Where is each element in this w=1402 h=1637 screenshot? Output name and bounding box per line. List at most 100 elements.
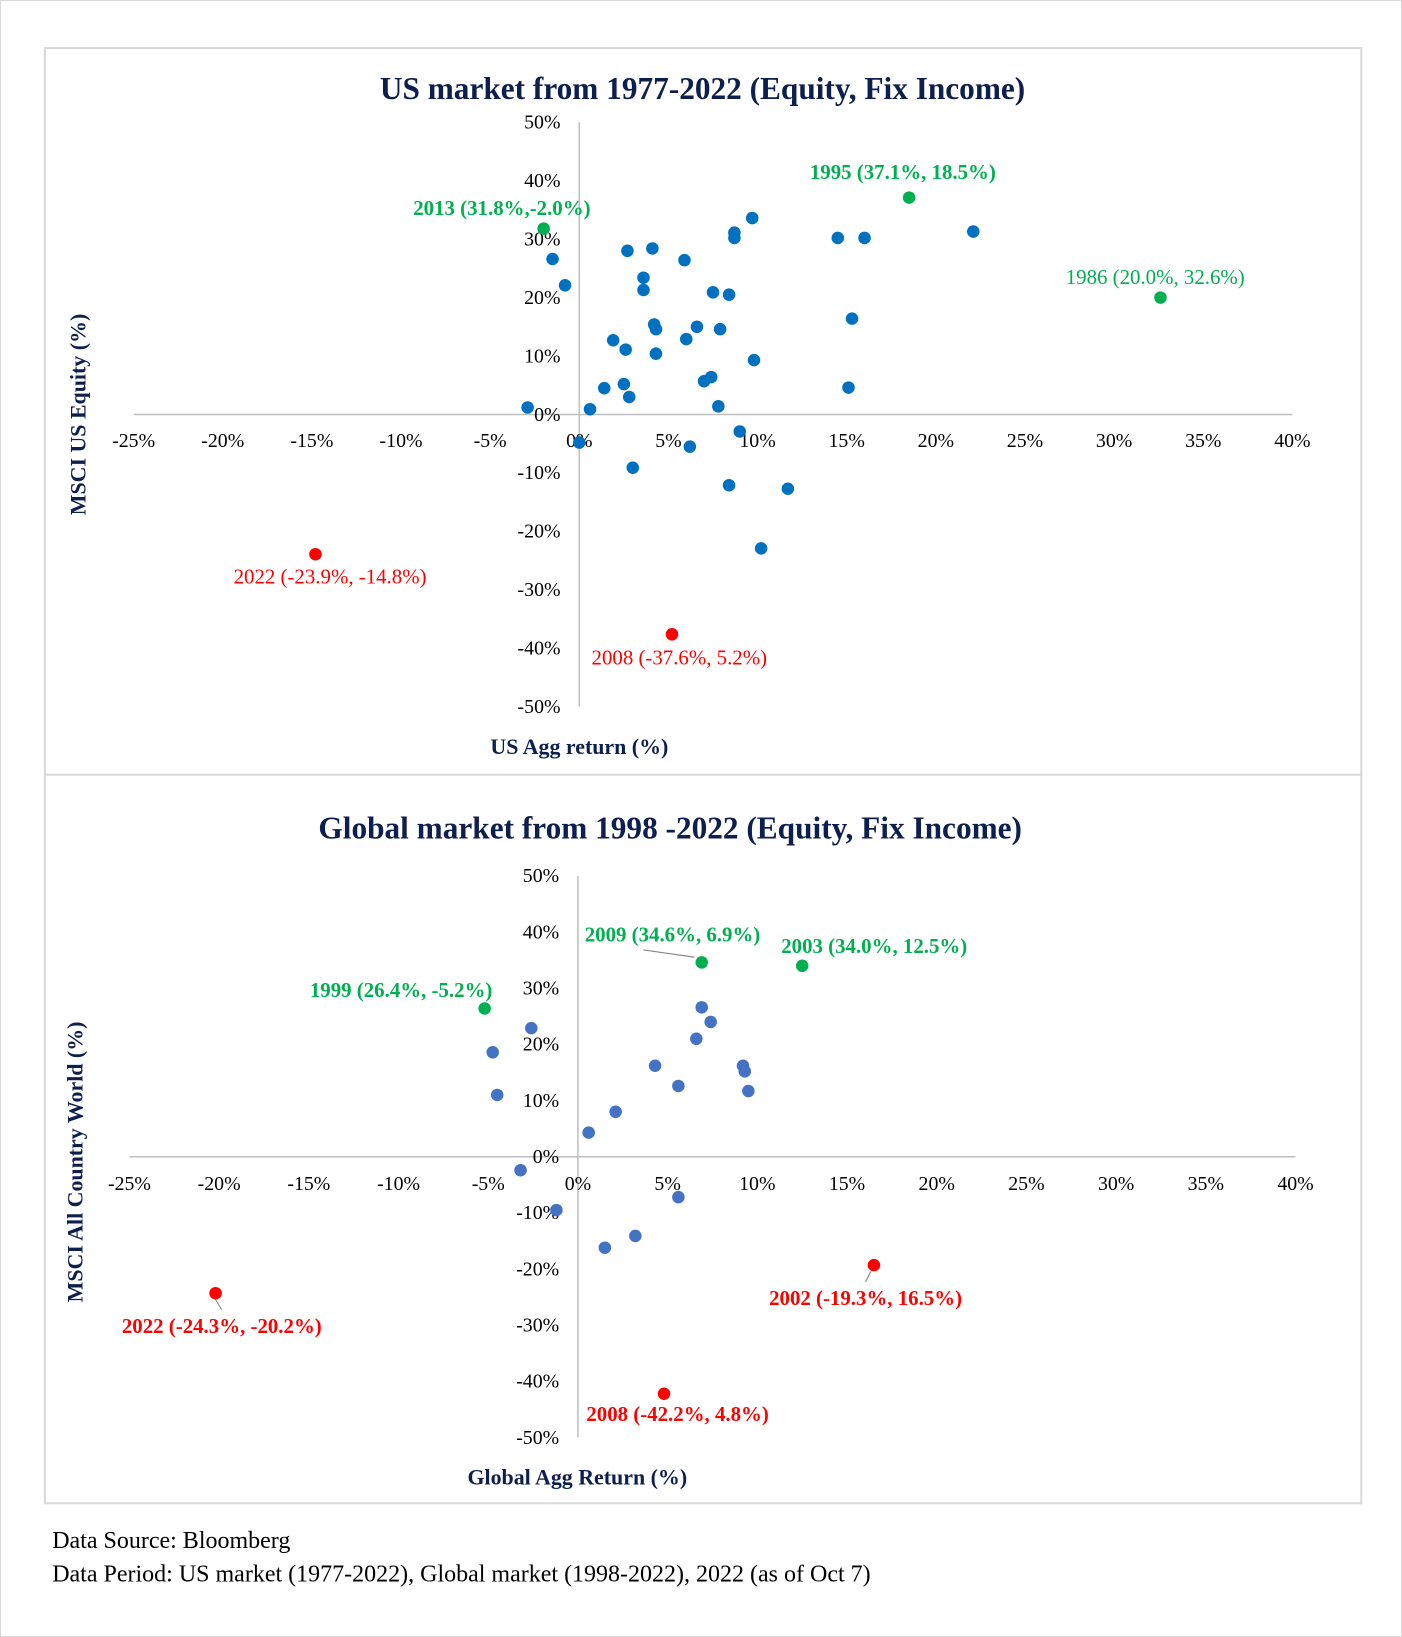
y-tick-label: -50% <box>518 696 561 718</box>
data-point <box>858 231 871 245</box>
highlight-label: 2013 (31.8%,-2.0%) <box>413 196 590 220</box>
data-point <box>514 1163 527 1177</box>
highlight-point-good <box>695 956 708 969</box>
highlight-point-good <box>795 959 809 973</box>
highlight-label: 1986 (20.0%, 32.6%) <box>1066 265 1245 289</box>
highlight-point-good <box>902 191 916 204</box>
data-point <box>672 1079 685 1093</box>
highlight-label: 2022 (-23.9%, -14.8%) <box>234 564 427 588</box>
data-point <box>606 333 620 347</box>
y-tick-label: -40% <box>516 1371 559 1393</box>
y-tick-label: 40% <box>523 921 559 943</box>
data-point <box>704 370 718 384</box>
y-tick-label: 40% <box>524 170 560 192</box>
x-tick-label: 10% <box>739 430 775 452</box>
data-point <box>550 1203 563 1217</box>
y-tick-label: 30% <box>523 978 559 1000</box>
x-tick-label: -15% <box>290 430 333 452</box>
data-point <box>637 283 650 297</box>
us-market-chart: US market from 1977-2022 (Equity, Fix In… <box>66 71 1311 759</box>
data-point <box>649 347 663 360</box>
data-point <box>704 1015 717 1029</box>
leader-line <box>643 949 695 958</box>
data-point <box>728 231 741 245</box>
data-point <box>582 1126 595 1139</box>
x-axis-title: US Agg return (%) <box>490 734 668 759</box>
x-tick-label: -15% <box>287 1173 330 1195</box>
x-tick-label: 15% <box>829 1173 865 1195</box>
data-point <box>609 1105 622 1119</box>
highlight-point-bad <box>665 628 679 641</box>
data-point <box>626 461 640 474</box>
y-tick-label: -30% <box>518 579 561 601</box>
data-point <box>637 271 650 284</box>
x-tick-label: 40% <box>1274 430 1310 452</box>
x-tick-label: 20% <box>919 1173 955 1195</box>
highlight-point-bad <box>657 1387 671 1401</box>
data-source-note: Data Source: Bloomberg <box>52 1528 290 1554</box>
data-point <box>722 478 736 492</box>
x-tick-label: -20% <box>198 1173 241 1195</box>
highlight-label: 1999 (26.4%, -5.2%) <box>310 978 493 1002</box>
data-point <box>967 225 980 238</box>
x-tick-label: -25% <box>112 430 155 452</box>
data-point <box>490 1088 504 1102</box>
y-tick-label: 20% <box>523 1034 559 1056</box>
data-point <box>583 402 597 416</box>
highlight-label: 2022 (-24.3%, -20.2%) <box>122 1314 322 1338</box>
x-tick-label: 25% <box>1008 1173 1044 1195</box>
data-point <box>831 231 845 245</box>
data-point <box>745 211 759 225</box>
highlight-label: 1995 (37.1%, 18.5%) <box>810 160 996 184</box>
y-tick-label: -40% <box>518 638 561 660</box>
x-tick-label: -25% <box>108 1173 151 1195</box>
data-point <box>713 322 727 336</box>
chart-title: Global market from 1998 -2022 (Equity, F… <box>318 810 1022 845</box>
x-tick-label: 30% <box>1098 1173 1134 1195</box>
data-point <box>672 1190 685 1204</box>
data-point <box>712 400 725 413</box>
x-tick-label: 5% <box>654 1173 680 1195</box>
data-point <box>646 242 659 255</box>
y-tick-label: 10% <box>524 345 560 367</box>
leader-line <box>865 1271 872 1283</box>
data-point <box>629 1229 642 1243</box>
leader-line <box>215 1299 223 1311</box>
data-point <box>781 482 795 496</box>
data-point <box>617 377 631 391</box>
y-tick-label: -20% <box>516 1258 559 1280</box>
data-point <box>486 1046 499 1059</box>
data-point <box>622 390 636 404</box>
data-point <box>546 252 559 266</box>
data-point <box>754 542 768 555</box>
y-tick-label: 20% <box>524 287 560 309</box>
highlight-point-good <box>537 222 550 235</box>
data-point <box>690 1032 703 1046</box>
data-point <box>621 244 634 258</box>
x-tick-label: 5% <box>655 430 681 452</box>
x-tick-label: -5% <box>472 1173 505 1195</box>
x-tick-label: 10% <box>739 1173 775 1195</box>
data-point <box>722 288 736 301</box>
x-tick-label: 15% <box>829 430 865 452</box>
global-market-chart: Global market from 1998 -2022 (Equity, F… <box>62 810 1313 1489</box>
data-point <box>598 1241 612 1254</box>
highlight-point-good <box>1154 291 1167 304</box>
y-tick-label: 10% <box>523 1090 559 1112</box>
data-point <box>619 343 632 356</box>
data-point <box>733 425 747 438</box>
data-point <box>842 381 855 394</box>
data-point <box>747 353 761 367</box>
data-point <box>690 320 704 334</box>
x-tick-label: 0% <box>565 1173 591 1195</box>
x-tick-label: 20% <box>918 430 954 452</box>
data-point <box>525 1021 538 1035</box>
x-tick-label: 40% <box>1277 1173 1313 1195</box>
y-tick-label: -10% <box>516 1202 559 1224</box>
data-point <box>680 332 693 346</box>
highlight-label: 2002 (-19.3%, 16.5%) <box>769 1286 962 1310</box>
data-point <box>573 436 586 449</box>
x-axis-title: Global Agg Return (%) <box>467 1465 687 1490</box>
